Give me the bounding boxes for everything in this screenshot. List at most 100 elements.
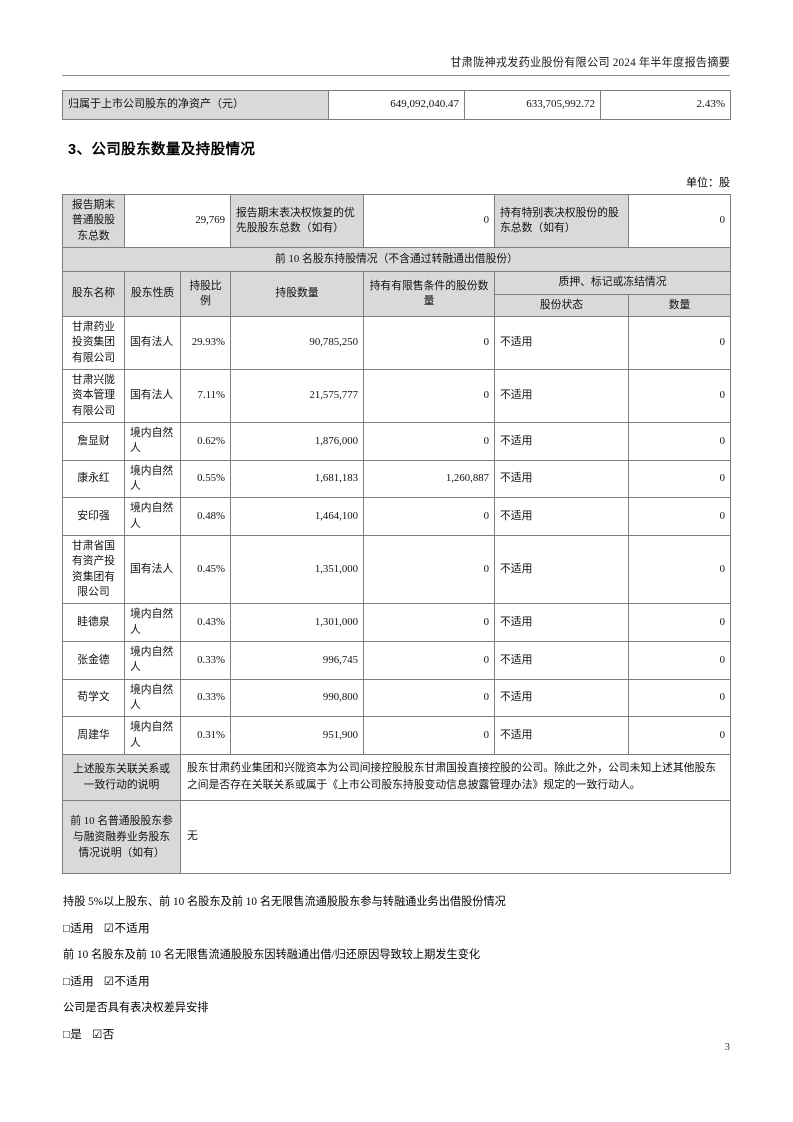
col-header-ratio: 持股比例 — [179, 271, 232, 317]
holder-name: 苟学文 — [62, 678, 125, 718]
holder-share-status: 不适用 — [494, 716, 630, 755]
holder-ratio: 0.45% — [179, 534, 232, 605]
net-assets-table: 归属于上市公司股东的净资产（元） 649,092,040.47 633,705,… — [62, 90, 731, 120]
holder-amount: 951,900 — [230, 716, 365, 755]
holder-share-status: 不适用 — [494, 315, 630, 370]
holder-share-status: 不适用 — [494, 368, 630, 423]
holder-name: 甘肃药业投资集团有限公司 — [62, 315, 125, 370]
holder-nature: 境内自然人 — [124, 421, 181, 461]
top10-banner: 前 10 名股东持股情况（不含通过转融通出借股份） — [61, 246, 732, 273]
holder-ratio: 0.62% — [179, 421, 232, 461]
holder-nature: 境内自然人 — [124, 459, 181, 499]
holder-restricted: 0 — [363, 603, 496, 642]
holder-share-status: 不适用 — [494, 497, 630, 536]
holder-name: 詹显财 — [62, 421, 125, 461]
top10-banner-row: 前 10 名股东持股情况（不含通过转融通出借股份） — [61, 246, 732, 273]
net-assets-current: 649,092,040.47 — [328, 90, 465, 120]
holder-share-status: 不适用 — [494, 459, 630, 499]
holder-ratio: 0.55% — [179, 459, 232, 499]
col-header-share-status: 股份状态 — [494, 293, 630, 317]
table-row: 张金德 境内自然人 0.33% 996,745 0 不适用 0 — [62, 640, 732, 680]
table-row: 甘肃药业投资集团有限公司 国有法人 29.93% 90,785,250 0 不适… — [62, 315, 732, 370]
col-header-quantity: 数量 — [628, 293, 732, 317]
holder-nature: 境内自然人 — [124, 678, 181, 718]
table-row: 甘肃省国有资产投资集团有限公司 国有法人 0.45% 1,351,000 0 不… — [62, 534, 732, 605]
holder-restricted: 0 — [363, 640, 496, 680]
holder-nature: 境内自然人 — [124, 716, 181, 755]
margin-note-label: 前 10 名普通股股东参与融资融券业务股东情况说明（如有） — [62, 799, 181, 874]
common-holders-value: 29,769 — [123, 194, 232, 248]
holder-restricted: 0 — [363, 716, 496, 755]
checkbox-applicable-2[interactable]: □适用 — [63, 975, 94, 988]
holder-share-status: 不适用 — [494, 534, 630, 605]
holder-amount: 1,301,000 — [230, 603, 365, 642]
checkbox-not-applicable-1[interactable]: ☑不适用 — [103, 922, 150, 935]
holder-pledge-quantity: 0 — [628, 716, 732, 755]
col-header-restricted: 持有有限售条件的股份数量 — [363, 271, 496, 317]
holder-pledge-quantity: 0 — [628, 421, 732, 461]
holder-restricted: 0 — [363, 534, 496, 605]
holder-amount: 1,464,100 — [230, 497, 365, 536]
holder-name: 甘肃兴陇资本管理有限公司 — [62, 368, 125, 423]
table-subheader-row: 股份状态 数量 — [63, 293, 732, 317]
table-row: 周建华 境内自然人 0.31% 951,900 0 不适用 0 — [62, 716, 732, 755]
holder-amount: 90,785,250 — [230, 315, 365, 370]
holder-nature: 境内自然人 — [124, 603, 181, 642]
holder-amount: 1,681,183 — [230, 459, 365, 499]
holder-count-row: 报告期末普通股股东总数 29,769 报告期末表决权恢复的优先股股东总数（如有）… — [62, 194, 732, 248]
col-header-nature: 股东性质 — [124, 271, 181, 317]
holder-restricted: 0 — [363, 421, 496, 461]
special-holders-value: 0 — [628, 194, 732, 248]
running-header: 甘肃陇神戎发药业股份有限公司 2024 年半年度报告摘要 — [62, 54, 730, 76]
holder-pledge-quantity: 0 — [628, 315, 732, 370]
holder-pledge-quantity: 0 — [628, 640, 732, 680]
margin-note-row: 前 10 名普通股股东参与融资融券业务股东情况说明（如有） 无 — [62, 799, 732, 874]
col-header-name: 股东名称 — [62, 271, 125, 317]
margin-note-text: 无 — [179, 799, 732, 874]
holder-restricted: 0 — [363, 315, 496, 370]
net-assets-label: 归属于上市公司股东的净资产（元） — [62, 90, 329, 120]
footnote-options-1: □适用 ☑不适用 — [63, 920, 150, 938]
checkbox-not-applicable-2[interactable]: ☑不适用 — [103, 975, 150, 988]
holder-nature: 境内自然人 — [124, 640, 181, 680]
holder-name: 周建华 — [62, 716, 125, 755]
holder-share-status: 不适用 — [494, 640, 630, 680]
checkbox-no-3[interactable]: ☑否 — [92, 1028, 115, 1041]
holder-share-status: 不适用 — [494, 678, 630, 718]
col-header-pledge-group: 质押、标记或冻结情况 — [494, 271, 732, 295]
table-row: 安印强 境内自然人 0.48% 1,464,100 0 不适用 0 — [62, 497, 732, 536]
holder-amount: 21,575,777 — [230, 368, 365, 423]
table-row: 苟学文 境内自然人 0.33% 990,800 0 不适用 0 — [62, 678, 732, 718]
holder-pledge-quantity: 0 — [628, 497, 732, 536]
holder-ratio: 0.48% — [179, 497, 232, 536]
holder-amount: 996,745 — [230, 640, 365, 680]
holder-nature: 国有法人 — [124, 368, 181, 423]
checkbox-yes-3[interactable]: □是 — [63, 1028, 82, 1041]
holder-name: 张金德 — [62, 640, 125, 680]
holder-share-status: 不适用 — [494, 603, 630, 642]
footnote-options-3: □是 ☑否 — [63, 1026, 114, 1044]
table-row: 甘肃兴陇资本管理有限公司 国有法人 7.11% 21,575,777 0 不适用… — [62, 368, 732, 423]
relation-note-row: 上述股东关联关系或一致行动的说明 股东甘肃药业集团和兴陇资本为公司间接控股股东甘… — [62, 753, 732, 801]
holder-ratio: 0.31% — [179, 716, 232, 755]
page-number: 3 — [724, 1041, 731, 1053]
holder-restricted: 1,260,887 — [363, 459, 496, 499]
col-header-amount: 持股数量 — [230, 271, 365, 317]
net-assets-change: 2.43% — [600, 90, 731, 120]
net-assets-previous: 633,705,992.72 — [464, 90, 601, 120]
relation-note-label: 上述股东关联关系或一致行动的说明 — [62, 753, 181, 801]
holder-name: 甘肃省国有资产投资集团有限公司 — [62, 534, 125, 605]
table-row: 詹显财 境内自然人 0.62% 1,876,000 0 不适用 0 — [62, 421, 732, 461]
table-header-row: 股东名称 股东性质 持股比例 持股数量 持有有限售条件的股份数量 质押、标记或冻… — [62, 271, 732, 317]
holder-ratio: 0.33% — [179, 678, 232, 718]
special-holders-label: 持有特别表决权股份的股东总数（如有） — [494, 194, 630, 248]
footnote-question-1: 持股 5%以上股东、前 10 名股东及前 10 名无限售流通股股东参与转融通业务… — [63, 896, 506, 908]
holder-ratio: 7.11% — [179, 368, 232, 423]
table-row: 康永红 境内自然人 0.55% 1,681,183 1,260,887 不适用 … — [62, 459, 732, 499]
checkbox-applicable-1[interactable]: □适用 — [63, 922, 94, 935]
relation-note-text: 股东甘肃药业集团和兴陇资本为公司间接控股股东甘肃国投直接控股的公司。除此之外，公… — [179, 753, 732, 801]
unit-note: 单位：股 — [686, 177, 730, 189]
holder-restricted: 0 — [363, 368, 496, 423]
table-row: 眭德泉 境内自然人 0.43% 1,301,000 0 不适用 0 — [62, 603, 732, 642]
